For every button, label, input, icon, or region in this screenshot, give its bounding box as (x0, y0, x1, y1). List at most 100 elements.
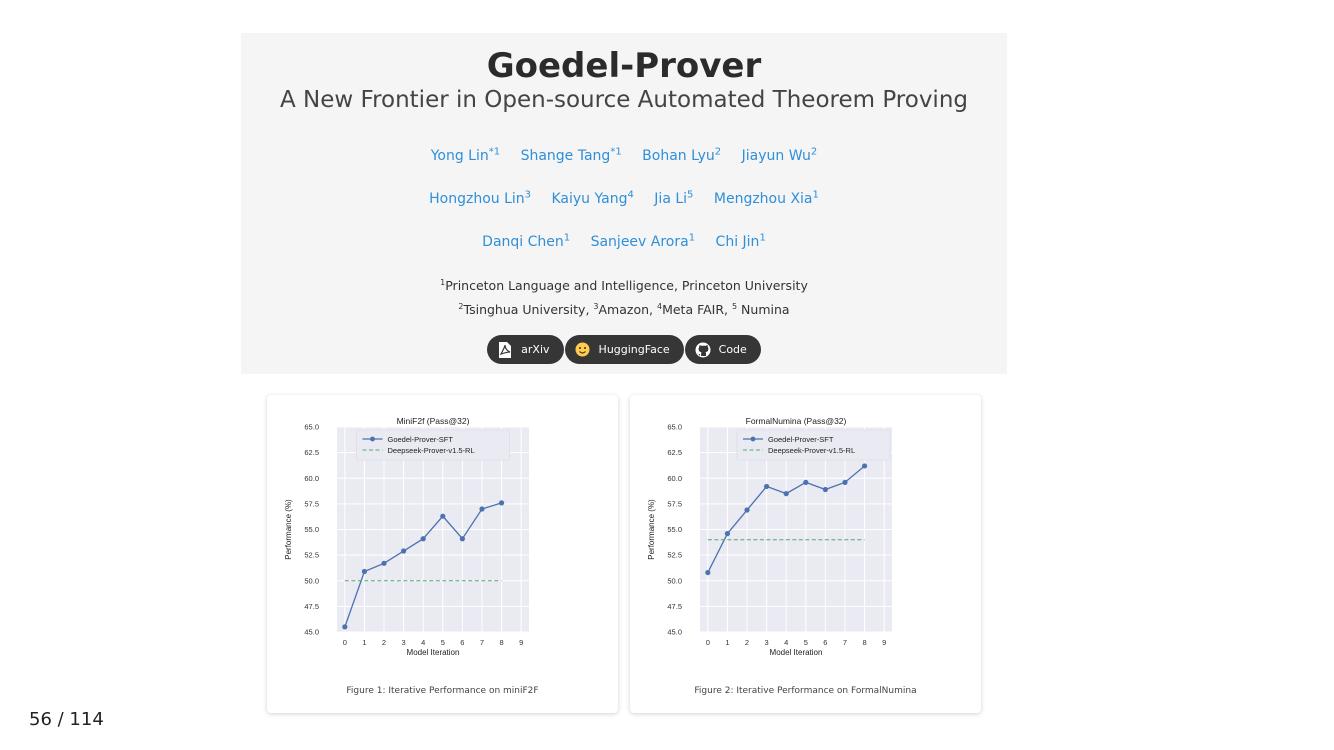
author-link[interactable]: Yong Lin*1 (430, 146, 501, 164)
data-point (459, 536, 465, 542)
legend-label: Deepseek-Prover-v1.5-RL (768, 446, 855, 455)
author-link[interactable]: Hongzhou Lin3 (429, 189, 532, 207)
data-point (803, 479, 809, 485)
x-tick-label: 6 (460, 638, 464, 647)
legend-swatch-marker (750, 436, 756, 442)
author-link[interactable]: Shange Tang*1 (520, 146, 622, 164)
figure-caption-1: Figure 1: Iterative Performance on miniF… (346, 686, 539, 696)
x-tick-label: 0 (343, 638, 347, 647)
data-point (361, 568, 368, 575)
author-link[interactable]: Kaiyu Yang4 (551, 189, 634, 207)
data-point (401, 548, 407, 554)
y-tick-label: 50.0 (304, 576, 319, 585)
x-tick-label: 8 (499, 638, 503, 647)
y-axis-label: Performance (%) (647, 499, 656, 560)
authors-row-3: Danqi Chen1 Sanjeev Arora1 Chi Jin1 (241, 232, 1007, 250)
x-tick-label: 8 (862, 638, 866, 647)
author-link[interactable]: Sanjeev Arora1 (590, 232, 696, 250)
author-link[interactable]: Bohan Lyu2 (642, 146, 722, 164)
y-tick-label: 47.5 (304, 602, 319, 611)
x-axis-label: Model Iteration (770, 648, 823, 657)
x-tick-label: 2 (745, 638, 749, 647)
huggingface-icon (575, 342, 591, 358)
y-tick-label: 50.0 (667, 576, 682, 585)
data-point (764, 483, 770, 490)
x-tick-label: 4 (784, 638, 788, 647)
x-tick-label: 9 (519, 638, 523, 647)
chart-title: MiniF2f (Pass@32) (397, 416, 470, 426)
x-tick-label: 5 (804, 638, 808, 647)
figure-caption-2: Figure 2: Iterative Performance on Forma… (694, 686, 917, 696)
author-link[interactable]: Danqi Chen1 (482, 232, 571, 250)
y-tick-label: 52.5 (304, 551, 319, 560)
y-tick-label: 57.5 (304, 499, 319, 508)
arxiv-button[interactable]: arXiv (487, 335, 564, 364)
affiliation-line-2: 2Tsinghua University, 3Amazon, 4Meta FAI… (458, 302, 790, 318)
x-tick-label: 0 (706, 638, 710, 647)
pdf-icon (497, 341, 513, 358)
y-tick-label: 62.5 (304, 448, 319, 457)
data-point (381, 560, 387, 566)
x-tick-label: 9 (882, 638, 886, 647)
author-link[interactable]: Jia Li5 (654, 189, 694, 207)
data-point (744, 507, 750, 513)
code-button-label: Code (718, 343, 747, 356)
y-tick-label: 60.0 (304, 474, 319, 483)
authors-row-2: Hongzhou Lin3 Kaiyu Yang4 Jia Li5 Mengzh… (241, 189, 1007, 207)
x-tick-label: 3 (765, 638, 769, 647)
chart-title: FormalNumina (Pass@32) (746, 416, 847, 426)
y-tick-label: 52.5 (667, 551, 682, 560)
chart-minif2f: 45.0 47.5 50.0 52.5 55.0 57.5 60.0 62.5 65.0 0 1 2 3… (284, 416, 529, 657)
legend-label: Goedel-Prover-SFT (768, 435, 834, 444)
github-icon (695, 342, 711, 358)
x-tick-label: 1 (362, 638, 366, 647)
data-point (822, 486, 828, 493)
page-subtitle: A New Frontier in Open-source Automated … (279, 87, 968, 113)
x-axis-label: Model Iteration (407, 648, 460, 657)
x-tick-label: 6 (823, 638, 827, 647)
code-button[interactable]: Code (684, 335, 761, 364)
y-tick-label: 45.0 (667, 628, 682, 637)
legend-label: Deepseek-Prover-v1.5-RL (388, 446, 475, 455)
x-tick-label: 4 (421, 638, 425, 647)
y-tick-label: 60.0 (667, 474, 682, 483)
x-tick-label: 2 (382, 638, 386, 647)
x-tick-label: 7 (843, 638, 847, 647)
y-tick-label: 62.5 (667, 448, 682, 457)
legend-swatch-marker (370, 436, 375, 442)
y-axis-label: Performance (%) (284, 499, 293, 560)
data-point (440, 513, 446, 519)
y-tick-label: 55.0 (667, 525, 682, 534)
author-link[interactable]: Chi Jin1 (715, 232, 766, 250)
x-tick-label: 5 (441, 638, 445, 647)
arxiv-button-label: arXiv (521, 343, 550, 356)
data-point (705, 569, 711, 576)
legend-label: Goedel-Prover-SFT (388, 435, 454, 444)
huggingface-button[interactable]: HuggingFace (564, 335, 684, 364)
page-title: Goedel-Prover (486, 46, 762, 86)
chart-formalnumina: 45.0 47.5 50.0 52.5 55.0 57.5 60.0 62.5 65.0 0 1 2 3… (647, 416, 892, 657)
data-point (479, 506, 485, 512)
legend-box (736, 429, 891, 461)
data-point (724, 531, 731, 537)
page-indicator: 56 / 114 (29, 709, 104, 730)
paper-header: Goedel-Prover A New Frontier in Open-sou… (241, 33, 1007, 374)
y-tick-label: 57.5 (667, 499, 682, 508)
data-point (861, 463, 868, 469)
figure-card-1: 45.0 47.5 50.0 52.5 55.0 57.5 60.0 62.5 65.0 0 1 2 3… (267, 395, 618, 713)
y-tick-label: 65.0 (304, 423, 319, 432)
y-tick-label: 45.0 (304, 628, 319, 637)
data-point (498, 500, 505, 506)
figure-card-2: 45.0 47.5 50.0 52.5 55.0 57.5 60.0 62.5 65.0 0 1 2 3… (630, 395, 981, 713)
data-point (842, 479, 848, 485)
y-tick-label: 47.5 (667, 602, 682, 611)
huggingface-button-label: HuggingFace (598, 343, 670, 356)
author-link[interactable]: Mengzhou Xia1 (713, 189, 819, 207)
legend-box (356, 429, 510, 461)
data-point (420, 536, 426, 542)
data-point (783, 491, 789, 497)
author-link[interactable]: Jiayun Wu2 (741, 146, 818, 164)
link-buttons: arXiv HuggingFace Code (241, 335, 1007, 364)
x-tick-label: 3 (402, 638, 406, 647)
data-point (342, 624, 348, 630)
